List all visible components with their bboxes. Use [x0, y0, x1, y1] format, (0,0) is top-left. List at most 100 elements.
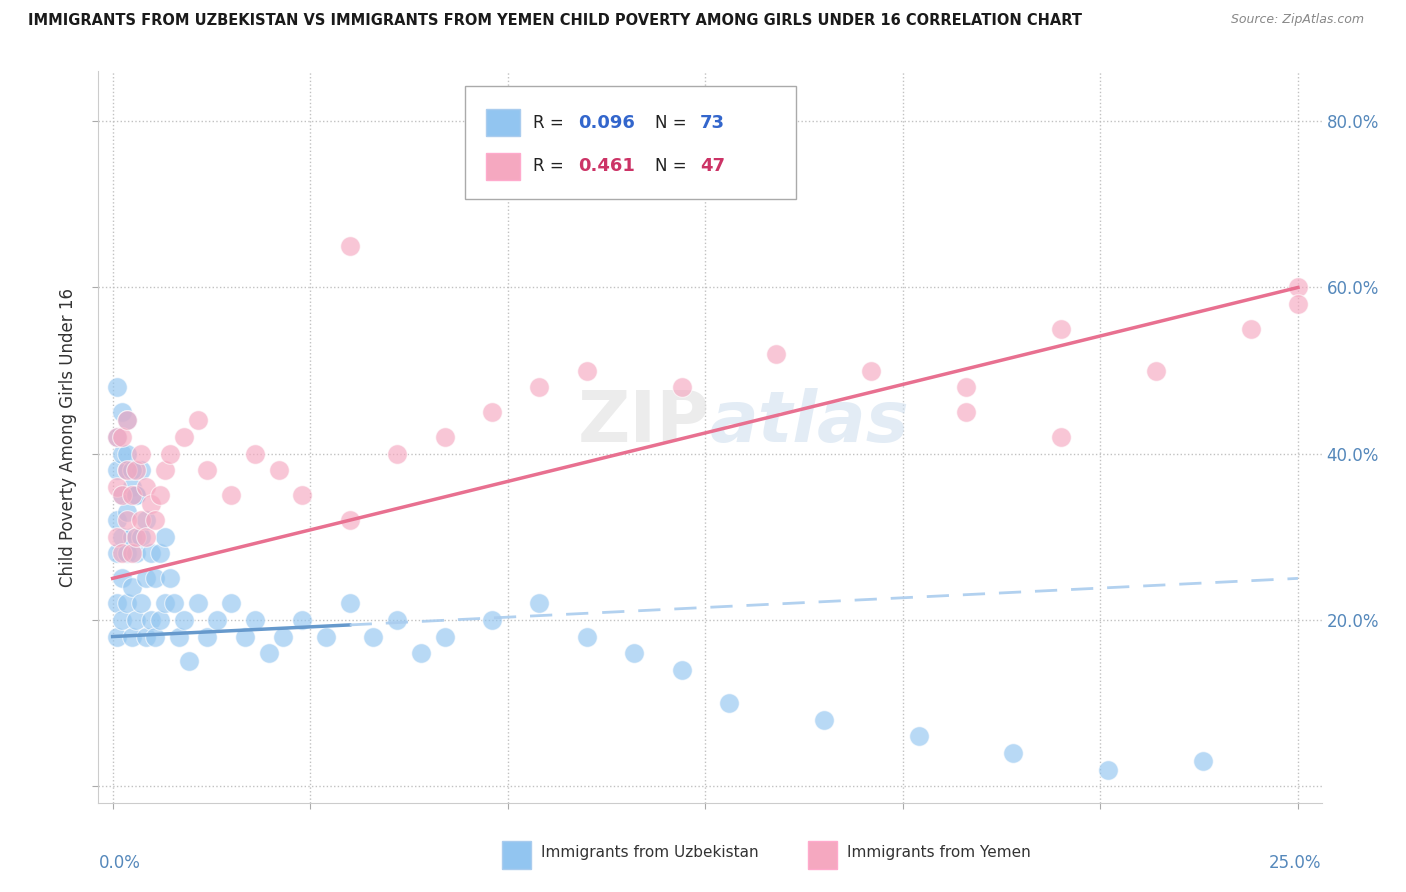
Point	[105, 630, 128, 644]
Point	[129, 596, 152, 610]
Point	[105, 513, 128, 527]
Point	[121, 630, 143, 644]
Point	[273, 630, 295, 644]
Point	[433, 630, 456, 644]
Point	[121, 488, 143, 502]
Point	[111, 488, 134, 502]
Point	[159, 571, 181, 585]
Point	[197, 463, 219, 477]
Point	[129, 463, 152, 477]
FancyBboxPatch shape	[502, 841, 531, 869]
Point	[105, 596, 128, 610]
Point	[1002, 746, 1025, 760]
Point	[813, 713, 835, 727]
Point	[1239, 322, 1261, 336]
Point	[135, 513, 157, 527]
Point	[153, 530, 176, 544]
Point	[135, 530, 157, 544]
Point	[197, 630, 219, 644]
Point	[623, 646, 645, 660]
Point	[1286, 280, 1309, 294]
Point	[111, 488, 134, 502]
Point	[671, 663, 693, 677]
Point	[115, 413, 138, 427]
FancyBboxPatch shape	[465, 86, 796, 200]
Point	[115, 463, 138, 477]
Point	[153, 596, 176, 610]
Point	[115, 505, 138, 519]
Point	[111, 447, 134, 461]
Point	[219, 596, 242, 610]
Point	[105, 380, 128, 394]
Point	[339, 513, 361, 527]
Point	[105, 430, 128, 444]
Text: 0.096: 0.096	[578, 113, 634, 131]
Point	[860, 363, 883, 377]
Text: Source: ZipAtlas.com: Source: ZipAtlas.com	[1230, 13, 1364, 27]
Point	[149, 488, 172, 502]
Point	[143, 630, 166, 644]
Point	[1286, 297, 1309, 311]
Point	[575, 630, 598, 644]
Point	[529, 380, 551, 394]
Point	[267, 463, 290, 477]
Point	[115, 447, 138, 461]
Text: atlas: atlas	[710, 388, 910, 457]
Point	[139, 546, 162, 560]
Point	[1192, 754, 1215, 768]
Point	[339, 239, 361, 253]
Text: Immigrants from Uzbekistan: Immigrants from Uzbekistan	[541, 845, 759, 860]
Point	[121, 480, 143, 494]
Point	[111, 546, 134, 560]
Text: IMMIGRANTS FROM UZBEKISTAN VS IMMIGRANTS FROM YEMEN CHILD POVERTY AMONG GIRLS UN: IMMIGRANTS FROM UZBEKISTAN VS IMMIGRANTS…	[28, 13, 1083, 29]
Point	[481, 613, 503, 627]
Text: 73: 73	[700, 113, 725, 131]
Point	[187, 596, 209, 610]
Point	[115, 596, 138, 610]
Point	[717, 696, 740, 710]
Point	[125, 488, 148, 502]
Text: Immigrants from Yemen: Immigrants from Yemen	[846, 845, 1031, 860]
Text: N =: N =	[655, 113, 692, 131]
Point	[149, 546, 172, 560]
Point	[339, 596, 361, 610]
Point	[115, 413, 138, 427]
Point	[129, 513, 152, 527]
Point	[167, 630, 190, 644]
FancyBboxPatch shape	[808, 841, 837, 869]
Point	[409, 646, 432, 660]
Point	[177, 655, 200, 669]
Point	[765, 347, 787, 361]
Point	[121, 530, 143, 544]
Point	[159, 447, 181, 461]
Point	[105, 463, 128, 477]
Point	[1144, 363, 1167, 377]
Point	[481, 405, 503, 419]
Point	[105, 430, 128, 444]
Point	[135, 571, 157, 585]
Point	[315, 630, 337, 644]
Point	[125, 546, 148, 560]
Point	[125, 530, 148, 544]
Point	[105, 546, 128, 560]
Point	[111, 405, 134, 419]
Point	[257, 646, 280, 660]
Point	[105, 480, 128, 494]
Text: 0.0%: 0.0%	[98, 854, 141, 872]
Text: 0.461: 0.461	[578, 158, 634, 176]
Point	[111, 530, 134, 544]
Point	[153, 463, 176, 477]
Text: 25.0%: 25.0%	[1270, 854, 1322, 872]
Text: N =: N =	[655, 158, 692, 176]
Point	[291, 613, 314, 627]
Point	[139, 497, 162, 511]
Point	[671, 380, 693, 394]
Point	[115, 513, 138, 527]
Point	[121, 463, 143, 477]
Point	[1050, 322, 1073, 336]
Point	[111, 430, 134, 444]
Point	[907, 729, 929, 743]
Point	[121, 580, 143, 594]
Point	[235, 630, 257, 644]
Text: ZIP: ZIP	[578, 388, 710, 457]
